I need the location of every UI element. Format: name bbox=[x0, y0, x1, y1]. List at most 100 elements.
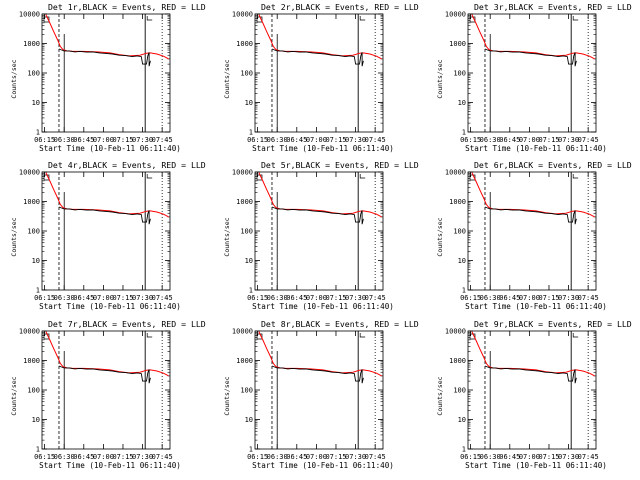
x-tick-label: 06:45 bbox=[499, 136, 520, 144]
x-tick-label: 07:45 bbox=[578, 294, 599, 302]
x-tick-label: 07:45 bbox=[365, 294, 386, 302]
y-tick-label: 1 bbox=[462, 446, 466, 454]
x-tick-label: 07:00 bbox=[93, 294, 114, 302]
series-lld-line bbox=[258, 331, 382, 377]
panel-title: Det 4r,BLACK = Events, RED = LLD bbox=[48, 160, 206, 170]
panel-title: Det 3r,BLACK = Events, RED = LLD bbox=[474, 2, 632, 12]
y-tick-label: 10 bbox=[458, 257, 466, 265]
y-tick-label: 1000 bbox=[23, 198, 40, 206]
x-tick-label: 06:15 bbox=[34, 136, 55, 144]
detector-panel-5: Det 5r,BLACK = Events, RED = LLD 1 10 100 10… bbox=[223, 160, 419, 311]
marker-bracket bbox=[359, 333, 366, 338]
x-tick-label: 07:15 bbox=[538, 136, 559, 144]
y-tick-label: 10 bbox=[32, 416, 40, 424]
marker-bracket bbox=[572, 174, 579, 179]
marker-bracket bbox=[359, 174, 366, 179]
x-axis-label: Start Time (10-Feb-11 06:11:40) bbox=[252, 302, 394, 311]
y-tick-label: 10 bbox=[245, 416, 253, 424]
x-tick-label: 07:15 bbox=[112, 453, 133, 461]
x-tick-label: 06:15 bbox=[247, 136, 268, 144]
y-tick-label: 1000 bbox=[236, 40, 253, 48]
y-tick-label: 1 bbox=[249, 129, 253, 137]
x-tick-label: 06:45 bbox=[73, 453, 94, 461]
plot-frame bbox=[41, 13, 171, 133]
detector-panel-2: Det 2r,BLACK = Events, RED = LLD 1 10 100 10… bbox=[223, 2, 419, 153]
x-tick-label: 07:00 bbox=[519, 136, 540, 144]
plot-frame bbox=[467, 171, 597, 291]
plot-frame bbox=[467, 13, 597, 133]
x-tick-label: 07:45 bbox=[365, 136, 386, 144]
plot-frame bbox=[467, 330, 597, 450]
detector-panel-9: Det 9r,BLACK = Events, RED = LLD 1 10 100 10… bbox=[436, 319, 632, 470]
x-tick-label: 07:45 bbox=[152, 294, 173, 302]
x-tick-label: 06:30 bbox=[267, 453, 288, 461]
series-lld-line bbox=[258, 14, 382, 60]
y-tick-label: 1000 bbox=[236, 357, 253, 365]
x-tick-label: 07:15 bbox=[538, 453, 559, 461]
y-tick-label: 10000 bbox=[232, 328, 253, 336]
panel-title: Det 1r,BLACK = Events, RED = LLD bbox=[48, 2, 206, 12]
x-tick-label: 06:15 bbox=[460, 294, 481, 302]
x-tick-label: 07:30 bbox=[345, 136, 366, 144]
panel-title: Det 6r,BLACK = Events, RED = LLD bbox=[474, 160, 632, 170]
x-tick-label: 06:30 bbox=[267, 294, 288, 302]
x-tick-label: 07:30 bbox=[345, 453, 366, 461]
panel-title: Det 2r,BLACK = Events, RED = LLD bbox=[261, 2, 419, 12]
x-tick-label: 06:30 bbox=[480, 136, 501, 144]
series-events-line bbox=[271, 48, 364, 67]
detector-panel-7: Det 7r,BLACK = Events, RED = LLD 1 10 100 10… bbox=[10, 319, 206, 470]
y-tick-label: 1 bbox=[462, 129, 466, 137]
x-tick-label: 06:45 bbox=[286, 136, 307, 144]
x-tick-label: 06:45 bbox=[73, 294, 94, 302]
plot-frame bbox=[41, 330, 171, 450]
y-tick-label: 1 bbox=[36, 446, 40, 454]
x-tick-label: 07:15 bbox=[325, 294, 346, 302]
y-axis-label: Counts/sec bbox=[436, 217, 444, 256]
y-tick-label: 10 bbox=[245, 257, 253, 265]
y-tick-label: 1 bbox=[249, 287, 253, 295]
y-tick-label: 10000 bbox=[445, 169, 466, 177]
series-events-line bbox=[484, 48, 577, 67]
y-tick-label: 100 bbox=[27, 387, 40, 395]
y-tick-label: 10000 bbox=[19, 11, 40, 19]
y-tick-label: 1 bbox=[36, 287, 40, 295]
y-tick-label: 10000 bbox=[19, 328, 40, 336]
x-axis-label: Start Time (10-Feb-11 06:11:40) bbox=[39, 461, 181, 470]
x-tick-label: 07:45 bbox=[578, 136, 599, 144]
marker-bracket bbox=[146, 333, 153, 338]
plot-frame bbox=[41, 171, 171, 291]
x-tick-label: 06:15 bbox=[460, 136, 481, 144]
x-tick-label: 06:45 bbox=[286, 294, 307, 302]
series-lld-line bbox=[45, 172, 169, 218]
y-tick-label: 10000 bbox=[232, 11, 253, 19]
y-tick-label: 10000 bbox=[19, 169, 40, 177]
y-axis-label: Counts/sec bbox=[223, 217, 231, 256]
y-tick-label: 100 bbox=[453, 70, 466, 78]
series-events-line bbox=[58, 365, 151, 384]
series-events-line bbox=[484, 206, 577, 225]
detector-panel-4: Det 4r,BLACK = Events, RED = LLD 1 10 100 10… bbox=[10, 160, 206, 311]
x-tick-label: 07:15 bbox=[325, 453, 346, 461]
marker-bracket bbox=[572, 16, 579, 21]
detector-panel-1: Det 1r,BLACK = Events, RED = LLD 1 10 100 10… bbox=[10, 2, 206, 153]
x-tick-label: 06:45 bbox=[73, 136, 94, 144]
marker-bracket bbox=[572, 333, 579, 338]
x-tick-label: 07:00 bbox=[93, 453, 114, 461]
detector-panel-6: Det 6r,BLACK = Events, RED = LLD 1 10 100 10… bbox=[436, 160, 632, 311]
plot-frame bbox=[254, 171, 384, 291]
x-tick-label: 07:00 bbox=[519, 294, 540, 302]
series-events-line bbox=[271, 365, 364, 384]
marker-bracket bbox=[146, 174, 153, 179]
x-tick-label: 07:15 bbox=[112, 136, 133, 144]
y-tick-label: 10 bbox=[245, 99, 253, 107]
y-tick-label: 10 bbox=[458, 99, 466, 107]
x-axis-label: Start Time (10-Feb-11 06:11:40) bbox=[465, 144, 607, 153]
x-tick-label: 07:00 bbox=[306, 136, 327, 144]
x-tick-label: 06:30 bbox=[54, 294, 75, 302]
x-tick-label: 07:15 bbox=[325, 136, 346, 144]
y-tick-label: 1000 bbox=[449, 357, 466, 365]
y-tick-label: 1 bbox=[36, 129, 40, 137]
y-tick-label: 100 bbox=[453, 387, 466, 395]
series-events-line bbox=[58, 48, 151, 67]
marker-bracket bbox=[146, 16, 153, 21]
